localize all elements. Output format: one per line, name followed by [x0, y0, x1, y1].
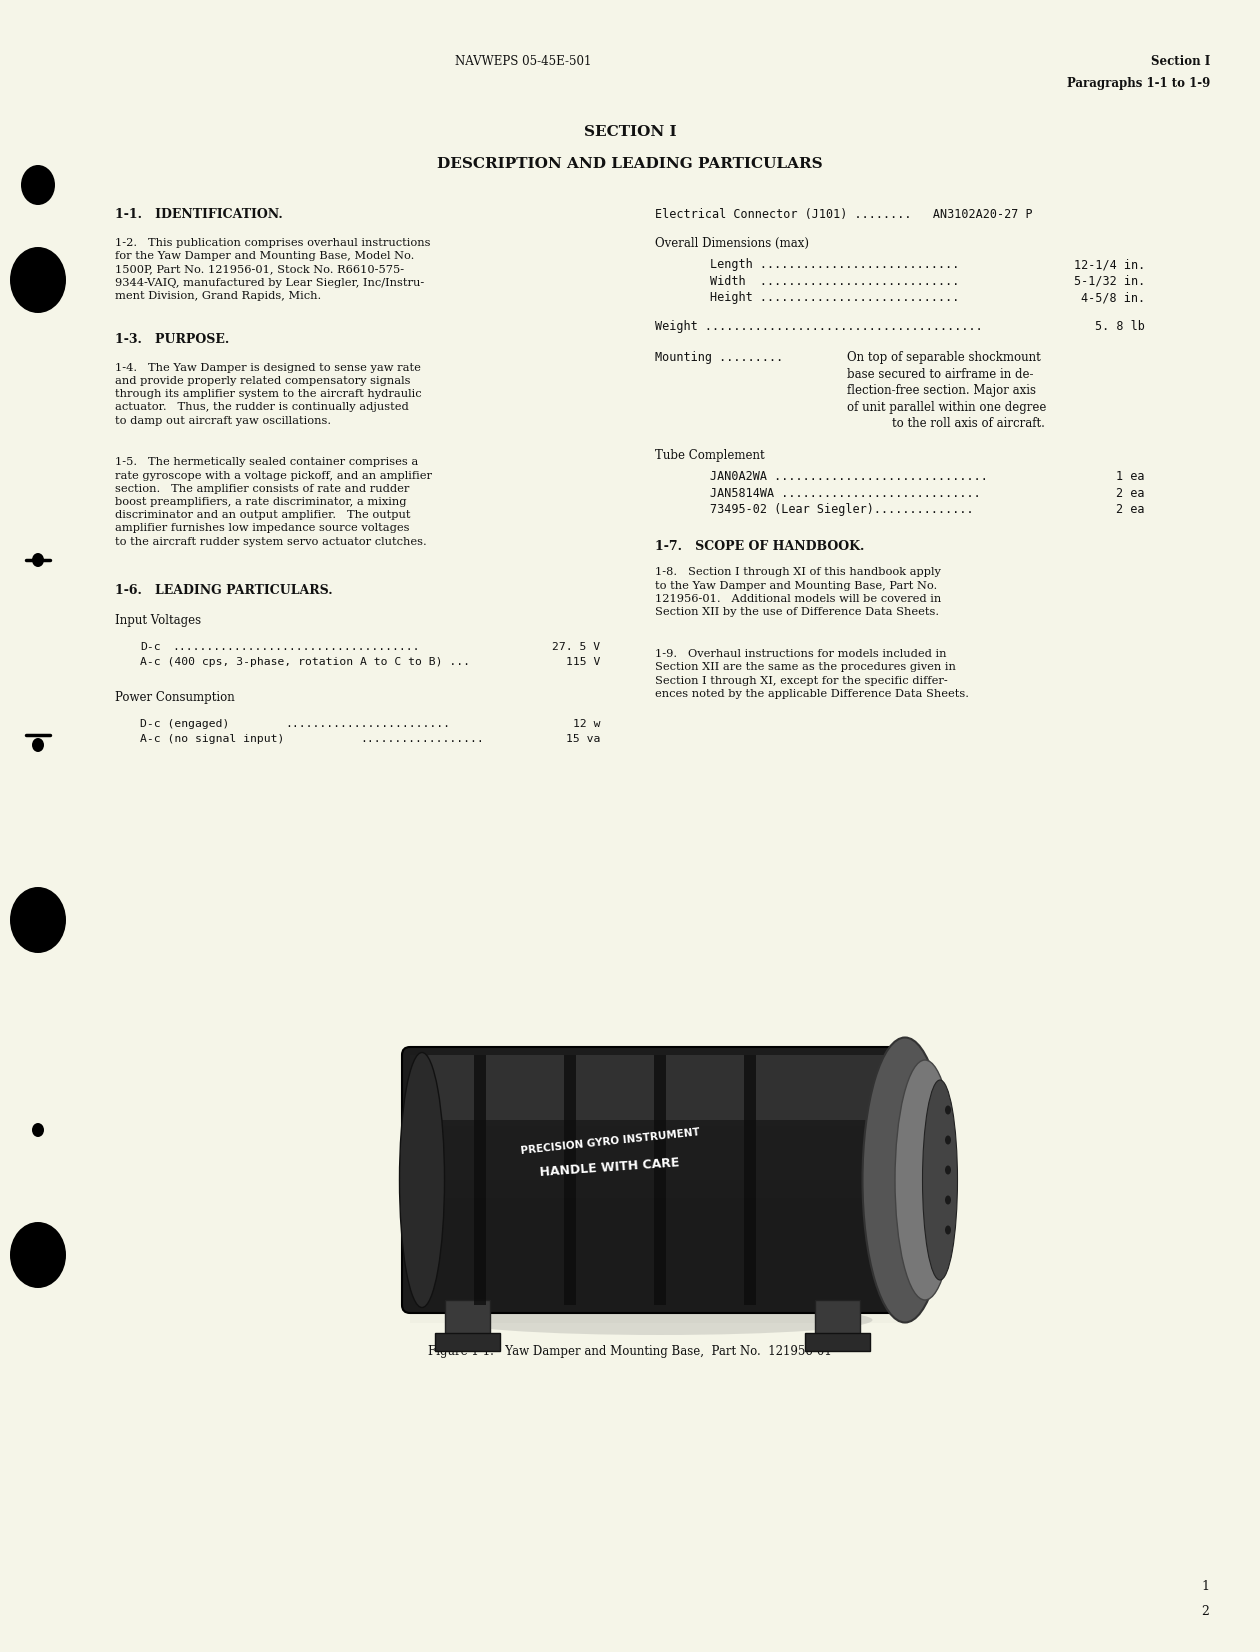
Bar — [410, 1305, 910, 1323]
Bar — [410, 1108, 910, 1127]
Bar — [410, 1090, 910, 1108]
Ellipse shape — [399, 1052, 445, 1307]
Bar — [410, 1145, 910, 1161]
Text: Mounting .........: Mounting ......... — [655, 352, 784, 363]
Bar — [410, 1180, 910, 1198]
Ellipse shape — [32, 1123, 44, 1137]
Text: On top of separable shockmount
base secured to airframe in de-
flection-free sec: On top of separable shockmount base secu… — [847, 352, 1046, 430]
Text: SECTION I: SECTION I — [583, 126, 677, 139]
Text: JAN0A2WA ..............................: JAN0A2WA .............................. — [709, 471, 988, 484]
Text: Section I: Section I — [1150, 55, 1210, 68]
Ellipse shape — [32, 553, 44, 567]
Bar — [410, 1252, 910, 1269]
Bar — [654, 1056, 667, 1305]
Text: 1-4.   The Yaw Damper is designed to sense yaw rate
and provide properly related: 1-4. The Yaw Damper is designed to sense… — [115, 363, 422, 426]
Text: 12-1/4 in.: 12-1/4 in. — [1074, 258, 1145, 271]
Text: 5. 8 lb: 5. 8 lb — [1095, 319, 1145, 332]
Text: 15 va: 15 va — [566, 733, 600, 743]
Bar — [410, 1161, 910, 1180]
Ellipse shape — [863, 1037, 948, 1323]
Bar — [410, 1127, 910, 1145]
Text: HANDLE WITH CARE: HANDLE WITH CARE — [539, 1156, 680, 1180]
Ellipse shape — [945, 1196, 951, 1204]
Text: 1-1.   IDENTIFICATION.: 1-1. IDENTIFICATION. — [115, 208, 282, 221]
Text: Width  ............................: Width ............................ — [709, 274, 959, 287]
Ellipse shape — [945, 1105, 951, 1115]
Bar — [564, 1056, 576, 1305]
Bar — [743, 1056, 756, 1305]
Text: 1-5.   The hermetically sealed container comprises a
rate gyroscope with a volta: 1-5. The hermetically sealed container c… — [115, 458, 432, 547]
Text: Figure 1-1.   Yaw Damper and Mounting Base,  Part No.  121956-01: Figure 1-1. Yaw Damper and Mounting Base… — [428, 1345, 832, 1358]
Text: 2: 2 — [1201, 1606, 1208, 1617]
Bar — [410, 1234, 910, 1252]
Text: 2 ea: 2 ea — [1116, 504, 1145, 517]
Text: NAVWEPS 05-45E-501: NAVWEPS 05-45E-501 — [455, 55, 591, 68]
Bar — [805, 1333, 869, 1351]
Text: 1-9.   Overhaul instructions for models included in
Section XII are the same as : 1-9. Overhaul instructions for models in… — [655, 649, 969, 699]
Text: Input Voltages: Input Voltages — [115, 615, 202, 628]
Text: Overall Dimensions (max): Overall Dimensions (max) — [655, 236, 809, 249]
Bar — [410, 1198, 910, 1216]
FancyBboxPatch shape — [402, 1047, 919, 1313]
Ellipse shape — [10, 1222, 66, 1289]
Ellipse shape — [32, 738, 44, 752]
Text: Tube Complement: Tube Complement — [655, 449, 765, 463]
FancyBboxPatch shape — [425, 1056, 895, 1120]
Text: D-c: D-c — [140, 643, 160, 653]
Text: Height ............................: Height ............................ — [709, 291, 959, 304]
Ellipse shape — [21, 165, 55, 205]
Text: Weight .......................................: Weight .................................… — [655, 319, 983, 332]
Text: 1: 1 — [1201, 1579, 1210, 1593]
Text: 5-1/32 in.: 5-1/32 in. — [1074, 274, 1145, 287]
Text: A-c (400 cps, 3-phase, rotation A to C to B) ...: A-c (400 cps, 3-phase, rotation A to C t… — [140, 657, 470, 667]
Bar — [410, 1287, 910, 1305]
Bar — [410, 1216, 910, 1234]
Ellipse shape — [447, 1305, 872, 1335]
Text: 1-8.   Section I through XI of this handbook apply
to the Yaw Damper and Mountin: 1-8. Section I through XI of this handbo… — [655, 568, 941, 618]
Text: Paragraphs 1-1 to 1-9: Paragraphs 1-1 to 1-9 — [1067, 78, 1210, 89]
Bar — [815, 1300, 861, 1335]
Text: 1-2.   This publication comprises overhaul instructions
for the Yaw Damper and M: 1-2. This publication comprises overhaul… — [115, 238, 431, 301]
Text: 27. 5 V: 27. 5 V — [552, 643, 600, 653]
Bar — [410, 1056, 910, 1072]
Ellipse shape — [945, 1226, 951, 1234]
Text: Electrical Connector (J101) ........   AN3102A20-27 P: Electrical Connector (J101) ........ AN3… — [655, 208, 1033, 221]
Bar — [435, 1333, 500, 1351]
Text: 4-5/8 in.: 4-5/8 in. — [1081, 291, 1145, 304]
Text: PRECISION GYRO INSTRUMENT: PRECISION GYRO INSTRUMENT — [520, 1128, 701, 1156]
Ellipse shape — [10, 248, 66, 312]
Text: ..................: .................. — [360, 733, 484, 743]
Text: ............................................: ........................................… — [140, 643, 442, 653]
Text: 1-7.   SCOPE OF HANDBOOK.: 1-7. SCOPE OF HANDBOOK. — [655, 540, 864, 553]
Text: Length ............................: Length ............................ — [709, 258, 959, 271]
Bar — [445, 1300, 490, 1335]
Text: 1-3.   PURPOSE.: 1-3. PURPOSE. — [115, 332, 229, 345]
Ellipse shape — [922, 1080, 958, 1280]
Ellipse shape — [945, 1135, 951, 1145]
Text: 115 V: 115 V — [566, 657, 600, 667]
Text: 1 ea: 1 ea — [1116, 471, 1145, 484]
Text: JAN5814WA ............................: JAN5814WA ............................ — [709, 487, 980, 501]
Text: D-c (engaged): D-c (engaged) — [140, 719, 229, 729]
Bar — [410, 1072, 910, 1090]
Text: 12 w: 12 w — [572, 719, 600, 729]
Text: 1-6.   LEADING PARTICULARS.: 1-6. LEADING PARTICULARS. — [115, 585, 333, 596]
Text: A-c (no signal input): A-c (no signal input) — [140, 733, 285, 743]
Bar — [410, 1269, 910, 1287]
Text: DESCRIPTION AND LEADING PARTICULARS: DESCRIPTION AND LEADING PARTICULARS — [437, 157, 823, 172]
Text: 2 ea: 2 ea — [1116, 487, 1145, 501]
Ellipse shape — [945, 1166, 951, 1175]
Bar — [474, 1056, 486, 1305]
Text: Power Consumption: Power Consumption — [115, 691, 234, 704]
Text: 73495-02 (Lear Siegler)..............: 73495-02 (Lear Siegler).............. — [709, 504, 974, 517]
Ellipse shape — [10, 887, 66, 953]
Ellipse shape — [895, 1061, 955, 1300]
Text: ....................................: .................................... — [173, 643, 420, 653]
Text: ........................: ........................ — [285, 719, 450, 729]
